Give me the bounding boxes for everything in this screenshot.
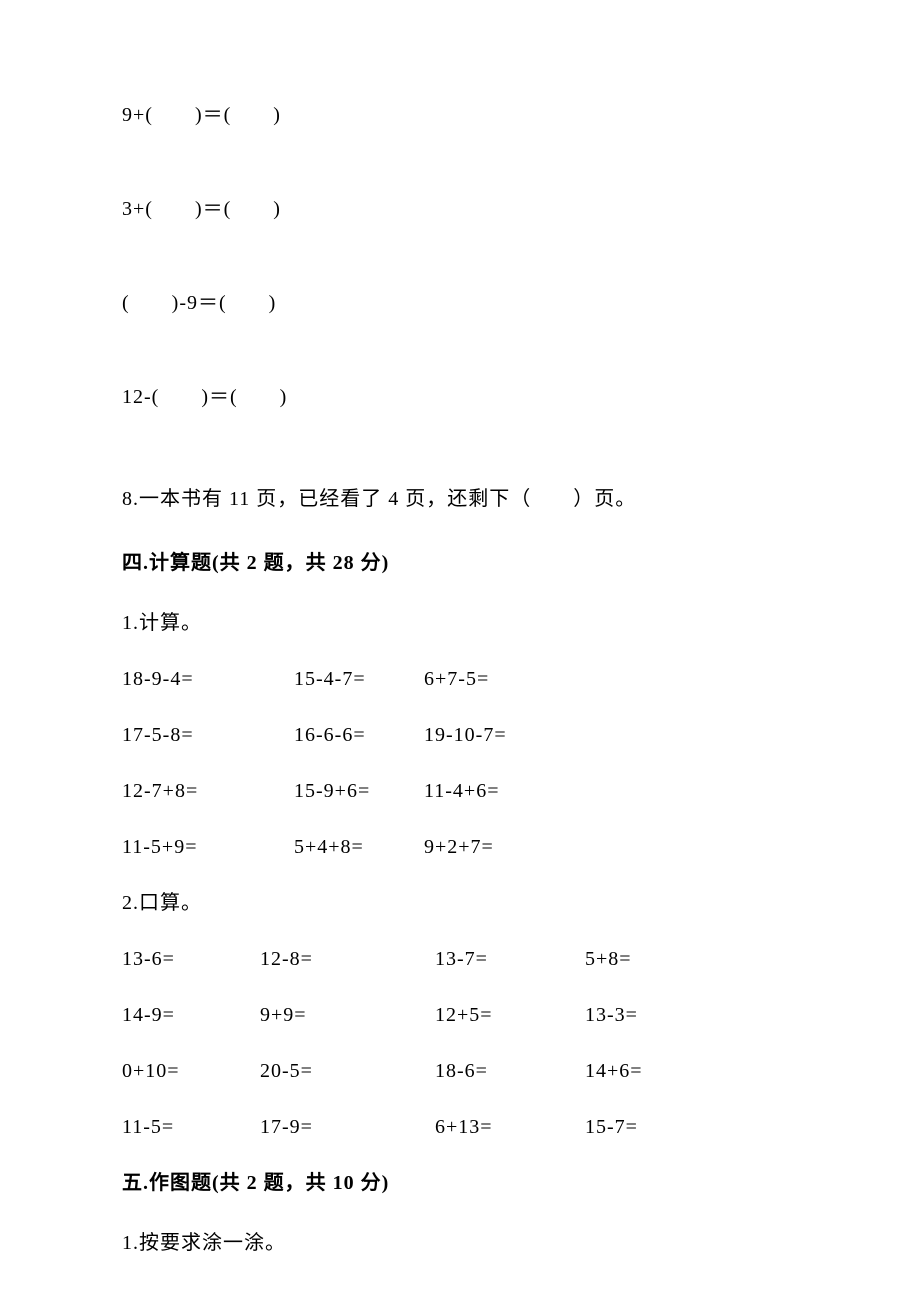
calc1-row-2: 12-7+8= 15-9+6= 11-4+6=: [122, 776, 798, 806]
calc2-cell: 14-9=: [122, 1000, 260, 1030]
calc2-row-1: 14-9= 9+9= 12+5= 13-3=: [122, 1000, 798, 1030]
calc2-cell: 0+10=: [122, 1056, 260, 1086]
question-8: 8.一本书有 11 页，已经看了 4 页，还剩下（ ）页。: [122, 484, 798, 514]
calc2-cell: 14+6=: [585, 1056, 798, 1086]
calc2-row-3: 11-5= 17-9= 6+13= 15-7=: [122, 1112, 798, 1142]
calc2-cell: 15-7=: [585, 1112, 798, 1142]
calc2-cell: 13-7=: [435, 944, 585, 974]
calc2-cell: 17-9=: [260, 1112, 435, 1142]
section-4-header: 四.计算题(共 2 题，共 28 分): [122, 548, 798, 578]
calc1-cell: 11-5+9=: [122, 832, 294, 862]
calc1-cell: 18-9-4=: [122, 664, 294, 694]
calc1-cell: 11-4+6=: [424, 776, 798, 806]
calc2-cell: 12+5=: [435, 1000, 585, 1030]
calc1-cell: 19-10-7=: [424, 720, 798, 750]
fill-blank-line-4: 12-( )＝( ): [122, 382, 798, 412]
fill-blank-line-1: 9+( )＝( ): [122, 100, 798, 130]
calc2-cell: 11-5=: [122, 1112, 260, 1142]
calc2-cell: 13-3=: [585, 1000, 798, 1030]
calc1-cell: 15-9+6=: [294, 776, 424, 806]
calc1-row-1: 17-5-8= 16-6-6= 19-10-7=: [122, 720, 798, 750]
section-5-sub-1: 1.按要求涂一涂。: [122, 1228, 798, 1258]
calc2-cell: 13-6=: [122, 944, 260, 974]
fill-blank-line-2: 3+( )＝( ): [122, 194, 798, 224]
section-5-header: 五.作图题(共 2 题，共 10 分): [122, 1168, 798, 1198]
calc2-row-2: 0+10= 20-5= 18-6= 14+6=: [122, 1056, 798, 1086]
calc1-cell: 6+7-5=: [424, 664, 798, 694]
calc2-row-0: 13-6= 12-8= 13-7= 5+8=: [122, 944, 798, 974]
calc1-cell: 16-6-6=: [294, 720, 424, 750]
calc1-cell: 9+2+7=: [424, 832, 798, 862]
section-4-sub-1: 1.计算。: [122, 608, 798, 638]
fill-blank-line-3: ( )-9＝( ): [122, 288, 798, 318]
calc2-cell: 5+8=: [585, 944, 798, 974]
calc1-cell: 5+4+8=: [294, 832, 424, 862]
calc1-cell: 12-7+8=: [122, 776, 294, 806]
calc1-row-0: 18-9-4= 15-4-7= 6+7-5=: [122, 664, 798, 694]
calc2-cell: 20-5=: [260, 1056, 435, 1086]
calc1-cell: 17-5-8=: [122, 720, 294, 750]
calc1-cell: 15-4-7=: [294, 664, 424, 694]
section-4-sub-2: 2.口算。: [122, 888, 798, 918]
calc2-cell: 18-6=: [435, 1056, 585, 1086]
calc2-cell: 9+9=: [260, 1000, 435, 1030]
calc2-cell: 12-8=: [260, 944, 435, 974]
calc2-cell: 6+13=: [435, 1112, 585, 1142]
calc1-row-3: 11-5+9= 5+4+8= 9+2+7=: [122, 832, 798, 862]
